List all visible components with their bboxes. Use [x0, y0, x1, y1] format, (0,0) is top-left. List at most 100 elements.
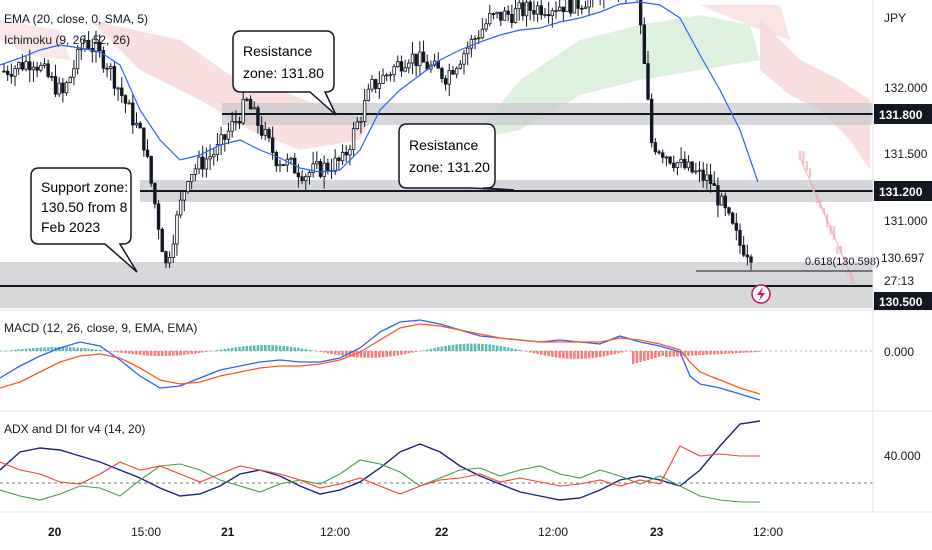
macd-hist-bar — [54, 346, 57, 351]
macd-hist-bar — [701, 351, 705, 355]
callout-support-130500[interactable]: Support zone: 130.50 from 8 Feb 2023 — [30, 167, 138, 273]
candle-body — [473, 38, 477, 40]
candle-body — [53, 76, 58, 95]
candle-body — [300, 176, 304, 182]
legend-ema[interactable]: EMA (20, close, 0, SMA, 5) — [4, 12, 148, 26]
candle-body — [274, 152, 279, 167]
candle-body — [171, 243, 175, 258]
macd-hist-bar — [197, 351, 201, 354]
macd-hist-bar — [425, 349, 429, 351]
candle-body — [583, 6, 588, 9]
macd-hist-bar — [68, 347, 72, 351]
candle-body — [447, 70, 451, 85]
macd-hist-bar — [753, 351, 757, 353]
candle-body — [105, 67, 109, 70]
macd-hist-bar — [473, 343, 477, 351]
candle-body — [425, 61, 429, 70]
legend-macd[interactable]: MACD (12, 26, close, 9, EMA, EMA) — [4, 321, 197, 335]
candle-body — [730, 212, 735, 224]
candle-body — [237, 121, 242, 124]
candle-body — [668, 156, 672, 164]
macd-hist-bar — [282, 345, 285, 351]
callout-resistance-131800[interactable]: Resistance zone: 131.80 — [232, 30, 337, 116]
macd-hist-bar — [617, 351, 620, 354]
candle-body — [557, 6, 562, 11]
projected-candle — [846, 270, 849, 278]
candle-body — [403, 67, 407, 72]
candle-body — [281, 164, 286, 166]
macd-hist-bar — [565, 351, 569, 359]
price-badge-131200: 131.200 — [879, 185, 923, 199]
macd-hist-bar — [716, 351, 720, 355]
candle-body — [513, 8, 518, 23]
candle-body — [204, 158, 209, 170]
candle-body — [109, 66, 113, 69]
macd-hist-bar — [543, 351, 547, 356]
candle-body — [230, 121, 234, 132]
price-badge-131800-bg — [874, 104, 932, 124]
macd-hist-bar — [223, 348, 227, 351]
candle-body — [532, 10, 536, 15]
macd-hist-bar — [584, 351, 587, 359]
candle-body — [697, 169, 702, 172]
macd-hist-bar — [746, 351, 749, 353]
legend-ichimoku[interactable]: Ichimoku (9, 26, 52, 26) — [4, 33, 130, 47]
time-tick: 21 — [221, 525, 235, 539]
macd-hist-bar — [21, 349, 24, 351]
event-icon[interactable] — [751, 284, 771, 304]
projected-candles — [798, 150, 856, 285]
macd-hist-bar — [580, 351, 584, 359]
macd-hist-bar — [668, 351, 672, 357]
projected-candle — [802, 150, 805, 165]
macd-hist-bar — [157, 351, 160, 356]
macd-hist-bar — [109, 351, 113, 352]
candle-body — [546, 14, 551, 17]
candle-body — [734, 222, 739, 231]
candle-body — [749, 256, 753, 263]
candle-body — [241, 98, 245, 124]
macd-hist-bar — [293, 347, 297, 351]
candle-body — [178, 199, 183, 216]
callout-resistance-131200[interactable]: Resistance zone: 131.20 — [398, 123, 515, 191]
legend-adx[interactable]: ADX and DI for v4 (14, 20) — [4, 422, 145, 436]
macd-hist-bar — [635, 351, 639, 363]
macd-hist-bar — [536, 351, 539, 355]
macd-hist-bar — [499, 346, 503, 351]
projected-candle — [798, 150, 802, 160]
candle-body — [370, 79, 374, 90]
candle-body — [212, 154, 216, 158]
candle-body — [120, 87, 124, 96]
time-axis[interactable]: 20 15:00 21 12:00 22 12:00 23 12:00 — [48, 525, 783, 539]
macd-hist-bar — [539, 351, 543, 355]
macd-hist-bar — [216, 350, 219, 351]
candle-body — [245, 98, 249, 101]
candle-body — [17, 62, 21, 69]
macd-hist-bar — [705, 351, 709, 355]
candle-body — [392, 66, 396, 76]
kumo-red-top — [0, 20, 70, 60]
di-plus-line — [0, 459, 760, 503]
macd-hist-bar — [554, 351, 558, 358]
candle-body — [388, 74, 393, 77]
macd-hist-bar — [186, 351, 190, 355]
macd-hist-bar — [687, 351, 690, 356]
candle-body — [116, 87, 120, 90]
fib-label: 0.618(130.598) — [805, 256, 880, 268]
macd-hist-bar — [344, 351, 348, 357]
candle-body — [719, 195, 724, 206]
candle-body — [683, 158, 687, 169]
macd-hist-bar — [378, 351, 381, 358]
macd-hist-bar — [91, 349, 94, 351]
macd-hist-bar — [506, 347, 510, 351]
macd-hist-bar — [194, 351, 197, 354]
macd-hist-bar — [433, 347, 436, 351]
candle-body — [234, 121, 238, 123]
candle-body — [197, 156, 201, 170]
macd-hist-bar — [646, 351, 650, 360]
candle-body — [9, 74, 14, 77]
macd-hist-bar — [113, 351, 116, 352]
macd-hist-bar — [10, 350, 13, 351]
macd-hist-bar — [661, 351, 665, 356]
candle-body — [661, 152, 665, 158]
